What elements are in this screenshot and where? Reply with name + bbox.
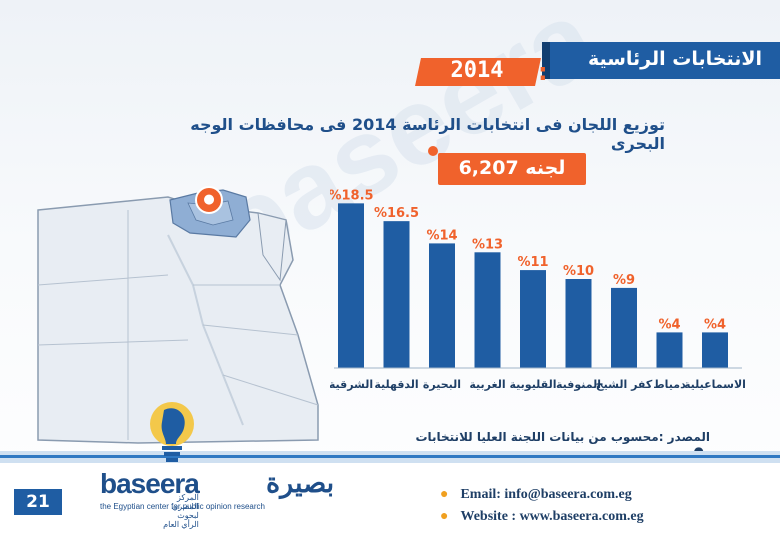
bar-4 bbox=[520, 270, 546, 368]
footer-line bbox=[0, 455, 780, 458]
lightbulb-logo-icon bbox=[150, 402, 194, 462]
email-text[interactable]: Email: info@baseera.com.eg bbox=[460, 487, 632, 502]
category-label-3: الغربية bbox=[469, 378, 505, 391]
value-label-5: %10 bbox=[563, 264, 594, 279]
value-label-1: %16.5 bbox=[374, 206, 419, 221]
egypt-map bbox=[37, 189, 319, 444]
title-accent bbox=[542, 42, 550, 79]
logo-english: baseera bbox=[100, 468, 200, 499]
title-bar: الانتخابات الرئاسية bbox=[542, 42, 780, 79]
category-label-1: الدقهلية bbox=[374, 378, 418, 391]
value-label-8: %4 bbox=[704, 317, 726, 332]
year-colon: : bbox=[538, 58, 548, 86]
website-bullet-icon: ● bbox=[440, 509, 449, 524]
value-label-6: %9 bbox=[613, 273, 635, 288]
logo: baseera بصيرة المركز المصري لبحوث الرأي … bbox=[100, 468, 334, 529]
bar-5 bbox=[565, 279, 592, 368]
sinai bbox=[257, 212, 287, 282]
total-badge-tip bbox=[428, 146, 438, 156]
logo-tagline-arabic: المركز المصري لبحوث الرأي العام bbox=[163, 493, 199, 529]
contact-website[interactable]: ● Website : www.baseera.com.eg bbox=[440, 509, 644, 525]
category-label-2: البحيرة bbox=[423, 378, 461, 391]
year-label: 2014 bbox=[450, 58, 504, 83]
value-label-7: %4 bbox=[658, 317, 680, 332]
email-bullet-icon: ● bbox=[440, 487, 449, 502]
bar-1 bbox=[383, 221, 410, 368]
category-label-4: القليوبية bbox=[510, 378, 557, 391]
bar-2 bbox=[429, 243, 455, 368]
category-label-8: الاسماعيلية bbox=[684, 378, 746, 391]
bar-chart: %18.5 الشرقية %16.5 الدقهلية %14 البحيرة %13 ال… bbox=[330, 188, 746, 391]
value-label-0: %18.5 bbox=[330, 188, 374, 203]
value-label-3: %13 bbox=[472, 237, 503, 252]
page-title: الانتخابات الرئاسية bbox=[587, 48, 762, 70]
logo-arabic: بصيرة bbox=[266, 468, 335, 498]
bar-7 bbox=[656, 332, 683, 368]
location-pin-icon: ● bbox=[195, 186, 223, 214]
category-label-6: كفر الشيخ bbox=[596, 378, 653, 391]
governorate-lines bbox=[37, 210, 319, 440]
source-text: المصدر :محسوب من بيانات اللجنة العليا لل… bbox=[415, 430, 710, 444]
chart-subtitle: توزيع اللجان فى انتخابات الرئاسة 2014 فى… bbox=[190, 115, 665, 153]
category-label-7: دمياط bbox=[653, 378, 686, 391]
total-committees: 6,207 لجنه bbox=[458, 157, 566, 179]
logo-tagline-english: the Egyptian center for public opinion r… bbox=[100, 502, 265, 511]
value-label-4: %11 bbox=[517, 255, 548, 270]
page-number: 21 bbox=[14, 489, 62, 515]
contact-email[interactable]: ● Email: info@baseera.com.eg bbox=[440, 487, 632, 503]
category-label-0: الشرقية bbox=[330, 378, 373, 391]
bar-0 bbox=[338, 203, 364, 368]
bar-6 bbox=[611, 287, 637, 368]
footer bbox=[0, 463, 780, 551]
bar-8 bbox=[702, 332, 728, 368]
value-label-2: %14 bbox=[426, 228, 457, 243]
website-text[interactable]: Website : www.baseera.com.eg bbox=[460, 509, 644, 524]
category-label-5: المنوفية bbox=[556, 378, 601, 391]
bar-3 bbox=[474, 252, 501, 368]
total-badge bbox=[438, 153, 586, 185]
